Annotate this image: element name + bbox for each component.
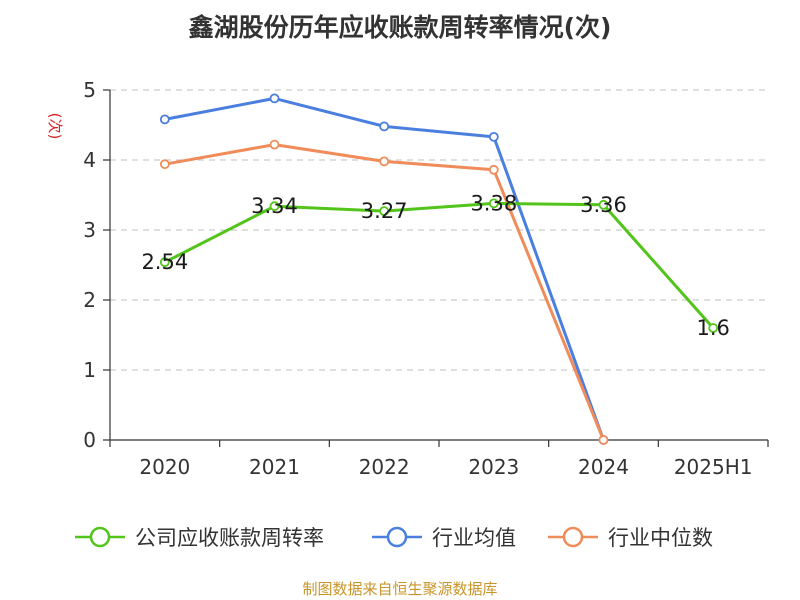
- x-tick-label: 2024: [578, 455, 629, 479]
- series-line: [164, 96, 605, 441]
- data-label: 1.6: [696, 316, 729, 340]
- y-tick-label: 1: [83, 358, 96, 382]
- legend-marker-icon: [562, 526, 584, 548]
- legend-label: 公司应收账款周转率: [135, 526, 324, 550]
- x-tick-label: 2021: [249, 455, 300, 479]
- data-point: [159, 114, 170, 125]
- legend: 公司应收账款周转率 行业均值 行业中位数: [75, 526, 713, 550]
- data-point: [269, 139, 280, 150]
- series-line: [164, 201, 715, 329]
- legend-label: 行业中位数: [608, 526, 713, 550]
- data-point: [379, 121, 390, 132]
- y-tick-label: 2: [83, 288, 96, 312]
- axes: 0 1 2 3 4 5 2020 2021 2022 2023 2024 2025H1: [83, 78, 769, 479]
- x-tick-label: 2023: [468, 455, 519, 479]
- data-point: [379, 156, 390, 167]
- x-tick-label: 2020: [139, 455, 190, 479]
- y-tick-label: 5: [83, 78, 96, 102]
- data-point: [159, 257, 170, 268]
- y-tick-label: 4: [83, 148, 96, 172]
- data-label: 3.34: [251, 194, 298, 218]
- y-tick-label: 0: [83, 428, 96, 452]
- x-tick-label: 2022: [359, 455, 410, 479]
- data-labels: 2.54 3.34 3.27 3.38 3.36 1.6: [141, 191, 729, 340]
- source-note: 制图数据来自恒生聚源数据库: [302, 580, 498, 598]
- data-point: [379, 206, 390, 217]
- x-tick-label: 2025H1: [674, 455, 753, 479]
- chart-title: 鑫湖股份历年应收账款周转率情况(次): [188, 13, 612, 42]
- legend-marker-icon: [386, 526, 408, 548]
- data-point: [598, 199, 609, 210]
- data-point: [269, 93, 280, 104]
- y-tick-label: 3: [83, 218, 96, 242]
- legend-label: 行业均值: [432, 526, 516, 550]
- data-label: 3.27: [361, 199, 408, 223]
- data-label: 2.54: [141, 250, 188, 274]
- data-point: [159, 159, 170, 170]
- data-point: [269, 201, 280, 212]
- data-point: [708, 323, 719, 333]
- series: [159, 93, 719, 445]
- data-point: [488, 131, 499, 142]
- y-axis-label: (次): [46, 113, 64, 140]
- series-line: [164, 143, 605, 441]
- data-point: [488, 198, 499, 209]
- legend-marker-icon: [89, 526, 111, 548]
- data-point: [598, 435, 609, 445]
- data-point: [488, 164, 499, 175]
- data-label: 3.36: [580, 193, 627, 217]
- data-label: 3.38: [470, 191, 517, 215]
